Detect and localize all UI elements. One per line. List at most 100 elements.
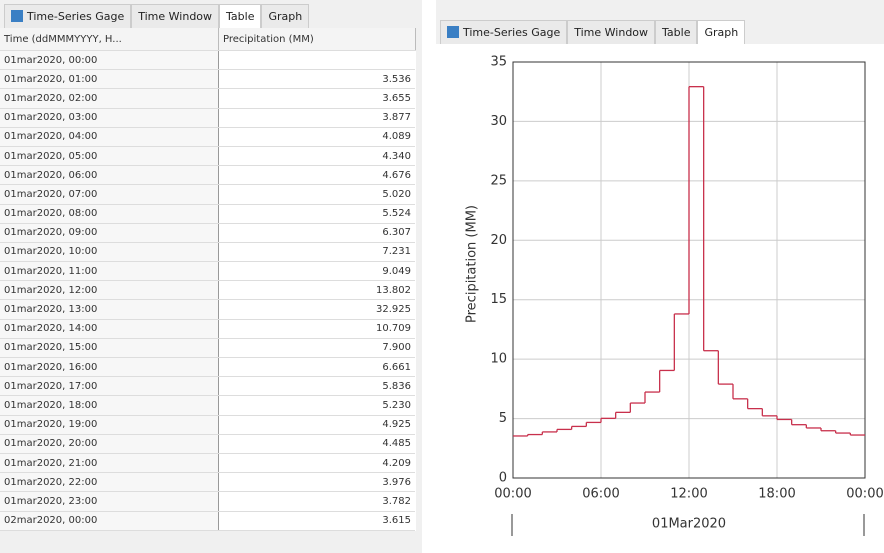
value-cell: 32.925	[218, 299, 415, 320]
table-row: 01mar2020, 18:00 5.230	[0, 395, 415, 416]
icon	[447, 26, 459, 38]
table-row: 01mar2020, 13:00 32.925	[0, 299, 415, 320]
y-tick-label: 30	[490, 114, 507, 129]
table-row: 01mar2020, 07:00 5.020	[0, 184, 415, 205]
time-cell: 01mar2020, 10:00	[0, 242, 219, 263]
chart: Precipitation (MM) 01Mar2020 0 5 10 15 20 25 3…	[436, 44, 884, 553]
tab-label: Time-Series Gage	[463, 26, 561, 39]
table-row: 01mar2020, 22:00 3.976	[0, 472, 415, 493]
time-cell: 02mar2020, 00:00	[0, 511, 219, 531]
tab[interactable]: Graph	[261, 4, 310, 28]
header-row: Time (ddMMMYYYY, H... Precipitation (MM)	[0, 28, 416, 51]
tab-label: Time Window	[138, 10, 213, 23]
plot-frame	[512, 61, 866, 479]
table-row: 02mar2020, 00:00 3.615	[0, 511, 415, 531]
value-cell: 5.020	[218, 184, 415, 205]
value-cell: 5.524	[218, 204, 415, 224]
table-row: 01mar2020, 16:00 6.661	[0, 357, 415, 378]
table-row: 01mar2020, 10:00 7.231	[0, 242, 415, 263]
time-cell: 01mar2020, 14:00	[0, 319, 219, 339]
value-cell: 4.485	[218, 434, 415, 454]
column-header: Time (ddMMMYYYY, H...	[0, 28, 219, 51]
icon	[11, 10, 23, 22]
left-panel: Time-Series Gage Time Window Table Graph Ti…	[0, 0, 422, 553]
tab[interactable]: Table	[219, 4, 262, 28]
time-cell: 01mar2020, 00:00	[0, 50, 219, 71]
time-cell: 01mar2020, 03:00	[0, 108, 219, 128]
tab-label: Graph	[268, 10, 303, 23]
time-cell: 01mar2020, 18:00	[0, 395, 219, 416]
table-row: 01mar2020, 05:00 4.340	[0, 146, 415, 167]
value-cell: 6.661	[218, 357, 415, 378]
value-cell: 10.709	[218, 319, 415, 339]
tab[interactable]: Time-Series Gage	[4, 4, 132, 28]
time-cell: 01mar2020, 17:00	[0, 376, 219, 397]
tab[interactable]: Table	[655, 20, 698, 44]
time-cell: 01mar2020, 12:00	[0, 280, 219, 301]
x-tick-label: 12:00	[670, 487, 707, 502]
tab[interactable]: Graph	[697, 20, 746, 44]
value-cell: 3.615	[218, 511, 415, 531]
value-cell: 3.877	[218, 108, 415, 128]
table-row: 01mar2020, 06:00 4.676	[0, 165, 415, 186]
value-cell: 5.836	[218, 376, 415, 397]
value-cell: 7.900	[218, 338, 415, 359]
x-axis-label: 01Mar2020	[652, 517, 726, 532]
table-row: 01mar2020, 09:00 6.307	[0, 223, 415, 243]
value-cell: 4.340	[218, 146, 415, 167]
value-cell: 4.676	[218, 165, 415, 186]
value-cell: 4.089	[218, 127, 415, 147]
y-tick-label: 20	[490, 233, 507, 248]
value-cell: 3.655	[218, 88, 415, 109]
table-row: 01mar2020, 19:00 4.925	[0, 415, 415, 435]
table-row: 01mar2020, 23:00 3.782	[0, 491, 415, 512]
column-header: Precipitation (MM)	[218, 28, 416, 51]
table-row: 01mar2020, 02:00 3.655	[0, 88, 415, 109]
time-cell: 01mar2020, 13:00	[0, 299, 219, 320]
table-row: 01mar2020, 21:00 4.209	[0, 453, 415, 474]
table-row: 01mar2020, 08:00 5.524	[0, 204, 415, 224]
value-cell	[218, 50, 415, 71]
tab-bar: Time-Series Gage Time Window Table Graph	[0, 0, 422, 28]
value-cell: 13.802	[218, 280, 415, 301]
tab-bar: Time-Series Gage Time Window Table Graph	[436, 0, 884, 44]
y-tick-label: 0	[499, 471, 507, 486]
table-row: 01mar2020, 12:00 13.802	[0, 280, 415, 301]
time-cell: 01mar2020, 04:00	[0, 127, 219, 147]
time-cell: 01mar2020, 22:00	[0, 472, 219, 493]
table-row: 01mar2020, 03:00 3.877	[0, 108, 415, 128]
y-tick-label: 15	[490, 292, 507, 307]
tab[interactable]: Time Window	[567, 20, 656, 44]
time-cell: 01mar2020, 05:00	[0, 146, 219, 167]
y-tick-label: 10	[490, 352, 507, 367]
time-cell: 01mar2020, 16:00	[0, 357, 219, 378]
tab[interactable]: Time-Series Gage	[440, 20, 568, 44]
value-cell: 9.049	[218, 261, 415, 282]
x-tick-label: 18:00	[758, 487, 795, 502]
tab[interactable]: Time Window	[131, 4, 220, 28]
x-tick-label: 00:00	[846, 487, 883, 502]
value-cell: 4.209	[218, 453, 415, 474]
time-cell: 01mar2020, 23:00	[0, 491, 219, 512]
tab-label: Graph	[704, 26, 739, 39]
table-row: 01mar2020, 20:00 4.485	[0, 434, 415, 454]
time-cell: 01mar2020, 09:00	[0, 223, 219, 243]
table-row: 01mar2020, 17:00 5.836	[0, 376, 415, 397]
tab-label: Time-Series Gage	[27, 10, 125, 23]
y-tick-label: 25	[490, 173, 507, 188]
value-cell: 4.925	[218, 415, 415, 435]
x-tick-label: 00:00	[494, 487, 531, 502]
table-row: 01mar2020, 04:00 4.089	[0, 127, 415, 147]
y-axis-label: Precipitation (MM)	[465, 205, 480, 323]
time-cell: 01mar2020, 11:00	[0, 261, 219, 282]
y-tick-label: 5	[499, 411, 507, 426]
time-cell: 01mar2020, 01:00	[0, 69, 219, 90]
table-row: 01mar2020, 14:00 10.709	[0, 319, 415, 339]
tab-label: Table	[662, 26, 691, 39]
time-cell: 01mar2020, 21:00	[0, 453, 219, 474]
data-table: Time (ddMMMYYYY, H... Precipitation (MM) 0…	[0, 28, 416, 531]
y-tick-label: 35	[490, 55, 507, 70]
time-cell: 01mar2020, 08:00	[0, 204, 219, 224]
value-cell: 3.536	[218, 69, 415, 90]
